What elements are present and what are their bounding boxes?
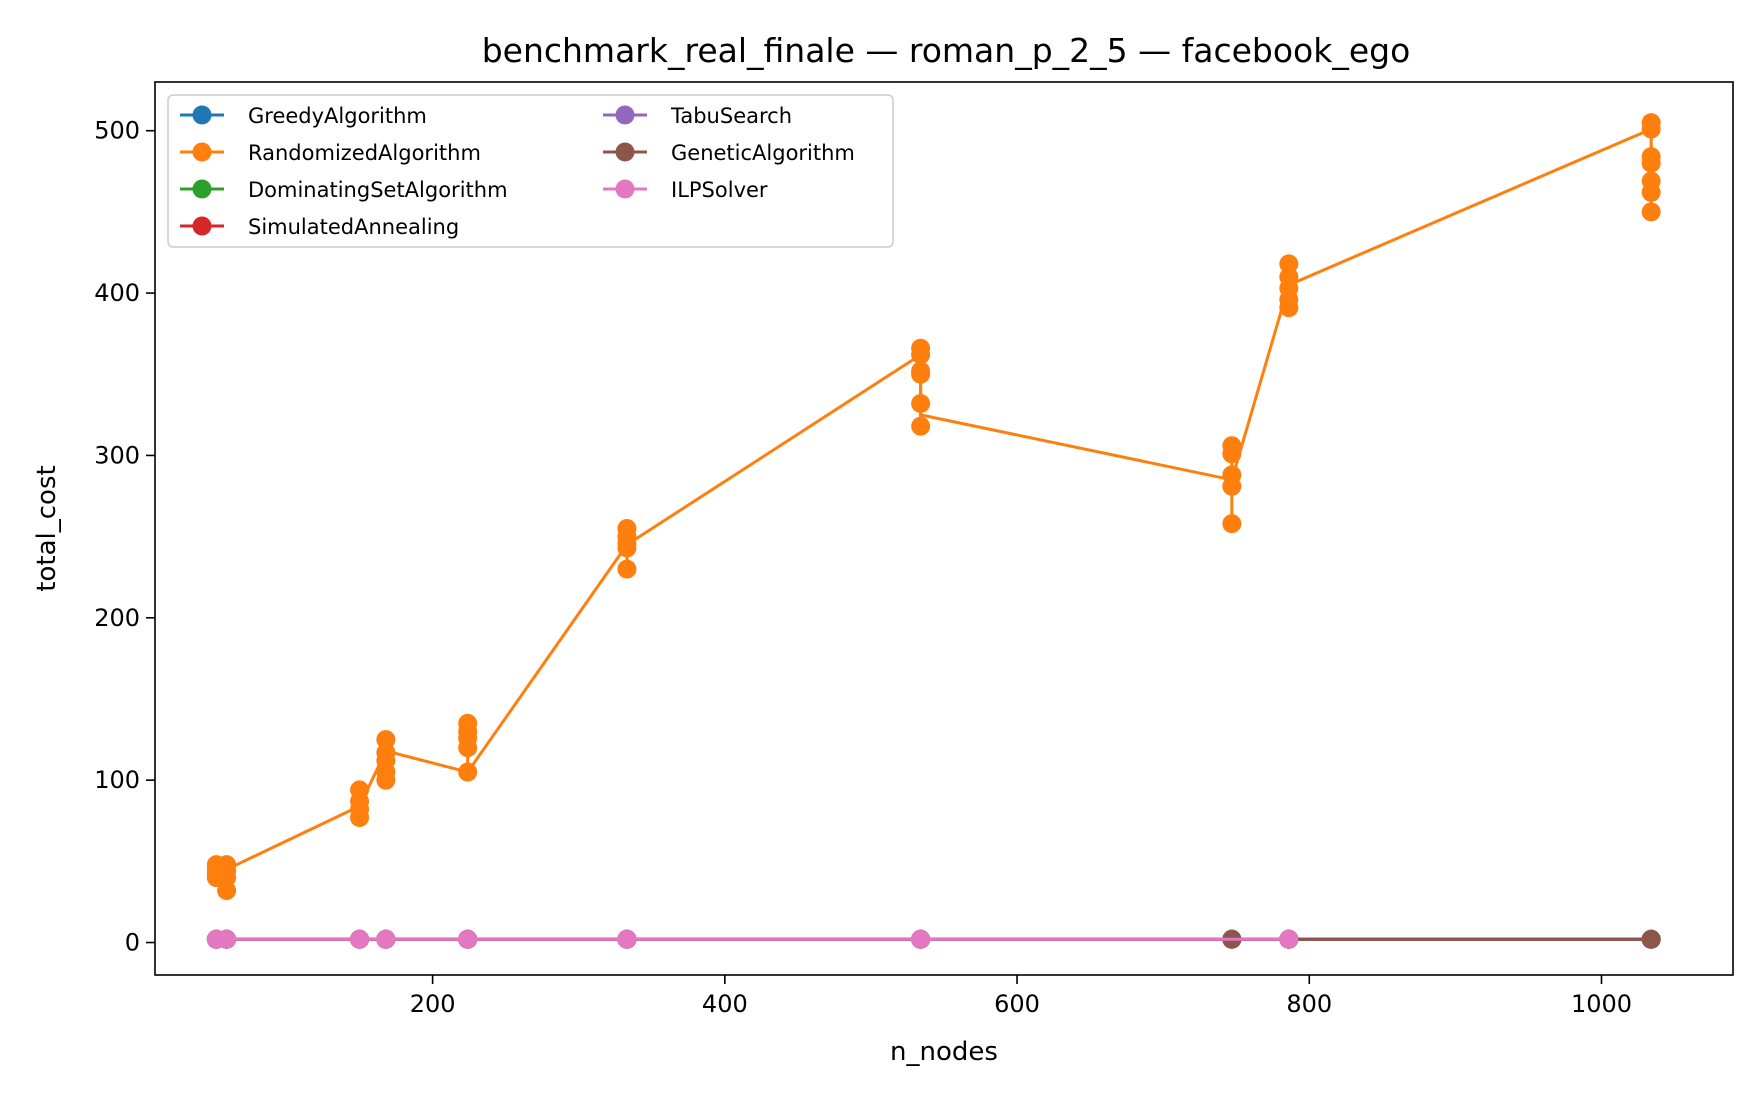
legend-label: ILPSolver [671,178,768,202]
data-point [217,929,237,949]
x-axis-label: n_nodes [890,1037,998,1067]
data-point [911,929,931,949]
data-point [1222,514,1242,534]
data-point [911,345,931,365]
legend-item: GeneticAlgorithm [603,141,855,165]
data-point [217,868,237,888]
data-point [1641,929,1661,949]
legend-box [167,94,894,248]
data-point [617,538,637,558]
data-point [1641,202,1661,222]
legend-swatch-marker [615,142,635,162]
data-point [376,730,396,750]
legend-item: RandomizedAlgorithm [180,141,481,165]
y-tick-label: 500 [94,117,140,145]
x-tick-label: 200 [410,990,456,1018]
x-tick-label: 400 [702,990,748,1018]
legend-swatch-marker [192,142,212,162]
x-tick-label: 1000 [1571,990,1632,1018]
legend: GreedyAlgorithm RandomizedAlgorithm Domina… [167,94,894,248]
data-point [1222,444,1242,464]
series-ilpsolver [206,929,1299,949]
y-tick-label: 0 [125,929,140,957]
y-tick-label: 400 [94,279,140,307]
y-axis-label: total_cost [32,465,62,591]
data-point [617,559,637,579]
legend-label: SimulatedAnnealing [248,215,459,239]
legend-label: GreedyAlgorithm [248,104,427,128]
data-point [1279,929,1299,949]
data-point [617,929,637,949]
legend-label: TabuSearch [670,104,792,128]
y-tick-label: 100 [94,766,140,794]
legend-item: TabuSearch [603,104,792,128]
legend-swatch-marker [192,179,212,199]
legend-label: GeneticAlgorithm [671,141,855,165]
data-point [911,393,931,413]
legend-label: RandomizedAlgorithm [248,141,481,165]
data-point [911,416,931,436]
legend-item: DominatingSetAlgorithm [180,178,508,202]
x-tick-label: 800 [1286,990,1332,1018]
data-point [458,762,478,782]
legend-swatch-marker [615,105,635,125]
legend-label: DominatingSetAlgorithm [248,178,508,202]
data-point [350,808,370,828]
data-point [458,738,478,758]
data-point [1279,298,1299,318]
legend-swatch-marker [615,179,635,199]
legend-swatch-marker [192,105,212,125]
legend-item: ILPSolver [603,178,768,202]
data-point [1279,254,1299,274]
data-point [376,770,396,790]
plot-frame [154,81,1734,976]
data-point [1641,119,1661,139]
data-point [458,929,478,949]
chart-title: benchmark_real_finale — roman_p_2_5 — fa… [482,31,1411,70]
x-tick-label: 600 [994,990,1040,1018]
y-tick-label: 200 [94,604,140,632]
data-point [376,929,396,949]
series-randomizedalgorithm [206,113,1661,901]
legend-item: SimulatedAnnealing [180,215,459,239]
legend-swatch-marker [192,216,212,236]
data-point [1641,153,1661,173]
y-tick-label: 300 [94,441,140,469]
data-point [911,364,931,384]
data-point [1222,476,1242,496]
data-point [1641,182,1661,202]
data-point [350,929,370,949]
legend-item: GreedyAlgorithm [180,104,427,128]
plot-area [206,113,1661,949]
axes: 200 400 600 800 1000 0 100 200 300 400 500 [94,117,1632,1018]
data-point [217,881,237,901]
